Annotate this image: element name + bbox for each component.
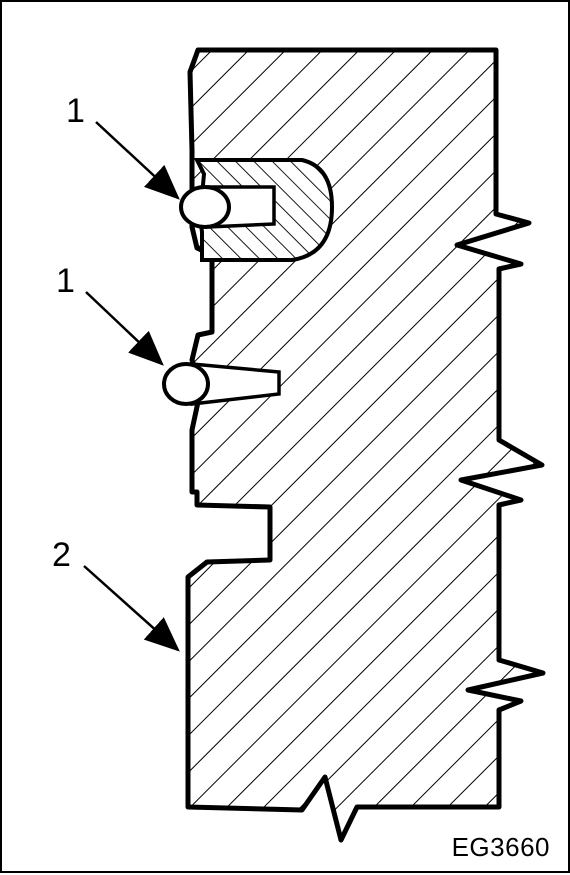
callout-label-1-lower: 1 bbox=[56, 262, 75, 300]
leader-arrow-1b bbox=[85, 291, 164, 366]
upper-seal-ring bbox=[179, 185, 231, 229]
callout-label-1-upper: 1 bbox=[66, 92, 85, 130]
leader-arrow-2 bbox=[83, 565, 180, 652]
leader-arrow-1a bbox=[95, 121, 180, 200]
figure-code: EG3660 bbox=[451, 832, 550, 862]
callout-label-2: 2 bbox=[52, 536, 71, 574]
lower-seal-ring bbox=[162, 362, 210, 406]
